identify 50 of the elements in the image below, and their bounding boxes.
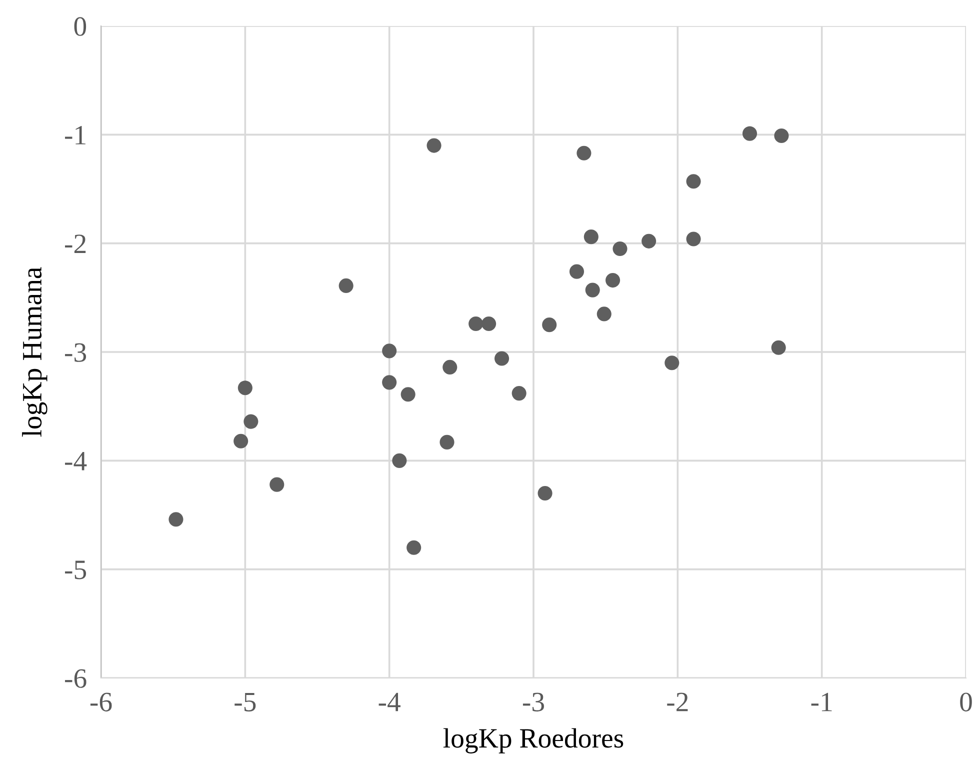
- y-tick-label: -3: [65, 343, 86, 362]
- point: [585, 282, 600, 298]
- x-tick-label: -3: [522, 692, 544, 712]
- point: [686, 232, 701, 246]
- point: [426, 138, 442, 153]
- y-tick-label: -4: [65, 452, 87, 470]
- point: [569, 264, 584, 279]
- point: [400, 387, 416, 402]
- point: [576, 146, 592, 160]
- x-tick-label: -2: [667, 692, 688, 712]
- point: [382, 344, 397, 358]
- point: [168, 512, 184, 527]
- point: [442, 360, 458, 374]
- point: [538, 486, 552, 501]
- point: [612, 241, 628, 256]
- y-axis-title: logKp Humana: [22, 267, 48, 437]
- point: [542, 318, 557, 332]
- y-tick-label: 0: [74, 17, 86, 36]
- point: [512, 386, 526, 401]
- point: [270, 477, 284, 492]
- x-tick-label: 0: [960, 692, 972, 712]
- x-tick-label: -4: [378, 692, 400, 712]
- x-axis-title: logKp Roedores: [443, 728, 624, 754]
- point: [482, 316, 496, 332]
- point: [244, 414, 258, 429]
- point: [468, 316, 484, 332]
- point: [494, 351, 510, 366]
- point: [686, 174, 701, 189]
- point: [584, 230, 598, 244]
- point: [382, 375, 397, 390]
- point: [338, 278, 354, 293]
- point: [406, 540, 422, 555]
- x-tick-label: -5: [234, 692, 256, 712]
- point: [596, 306, 612, 322]
- point: [642, 234, 656, 248]
- point: [238, 380, 252, 396]
- x-tick-label: -1: [811, 692, 832, 712]
- y-tick-label: -2: [65, 234, 86, 253]
- point: [771, 340, 786, 355]
- y-tick-label: -5: [65, 560, 86, 580]
- y-tick-label: -6: [65, 669, 86, 688]
- point: [440, 434, 454, 450]
- point: [606, 272, 620, 288]
- point: [742, 126, 758, 141]
- y-tick-label: -1: [65, 126, 86, 144]
- x-tick-label: -6: [90, 692, 112, 712]
- point: [234, 434, 248, 448]
- point: [774, 128, 789, 144]
- point: [392, 453, 407, 468]
- point: [664, 356, 680, 370]
